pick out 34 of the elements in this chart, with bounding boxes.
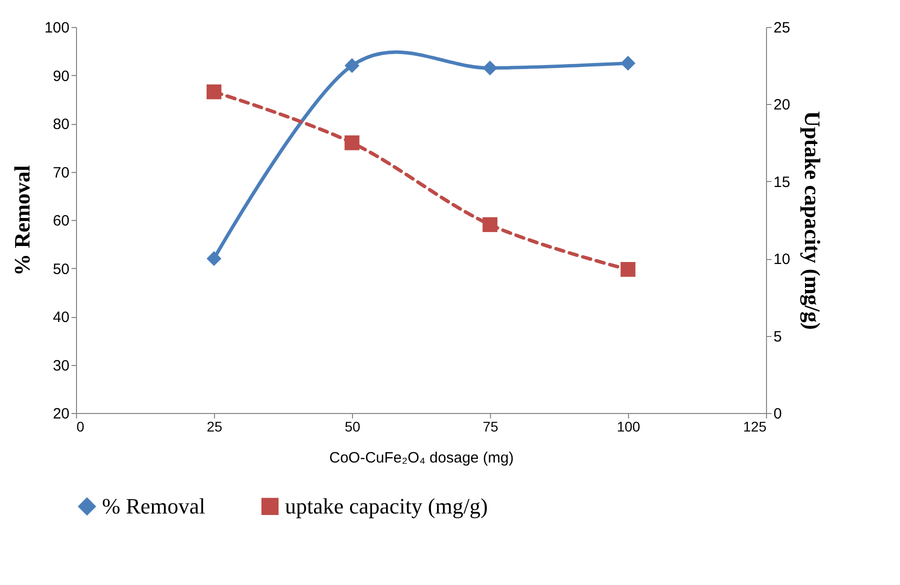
y-tick-label: 100 — [44, 20, 70, 36]
y-tick-label: 20 — [52, 406, 70, 422]
y2-tick-label: 15 — [774, 174, 790, 191]
x-tick-label: 100 — [616, 418, 640, 434]
y2-tick-label: 5 — [774, 328, 782, 346]
legend-label: uptake capacity (mg/g) — [285, 493, 488, 518]
x-tick-label: 25 — [206, 418, 222, 434]
y2-tick-label: 25 — [774, 20, 790, 36]
y-axis-title: % Removal — [9, 165, 34, 276]
x-tick-label: 75 — [482, 418, 498, 434]
y-tick-label: 40 — [52, 309, 70, 326]
y-tick-label: 90 — [52, 68, 70, 85]
x-axis-title: CoO-CuFe₂O₄ dosage (mg) — [329, 450, 514, 466]
x-tick-label: 0 — [76, 418, 84, 434]
y-tick-label: 30 — [52, 357, 70, 374]
point — [206, 251, 222, 266]
point — [620, 56, 636, 71]
point — [482, 60, 498, 76]
x-tick-label: 50 — [344, 418, 360, 434]
point — [482, 217, 498, 232]
y-tick-label: 60 — [52, 212, 70, 230]
y2-axis-title: Uptake capacity (mg/g) — [800, 111, 826, 330]
point — [620, 262, 636, 277]
y-tick-label: 80 — [52, 116, 70, 133]
y-tick-label: 50 — [52, 260, 70, 278]
point — [206, 84, 222, 100]
x-tick-label: 125 — [743, 418, 767, 434]
y2-tick-label: 20 — [774, 96, 790, 114]
legend-label: % Removal — [102, 493, 206, 518]
y2-tick-label: 10 — [774, 251, 790, 268]
y2-tick-label: 0 — [774, 406, 782, 422]
point — [344, 135, 360, 150]
point — [344, 58, 360, 74]
y-tick-label: 70 — [52, 164, 70, 182]
